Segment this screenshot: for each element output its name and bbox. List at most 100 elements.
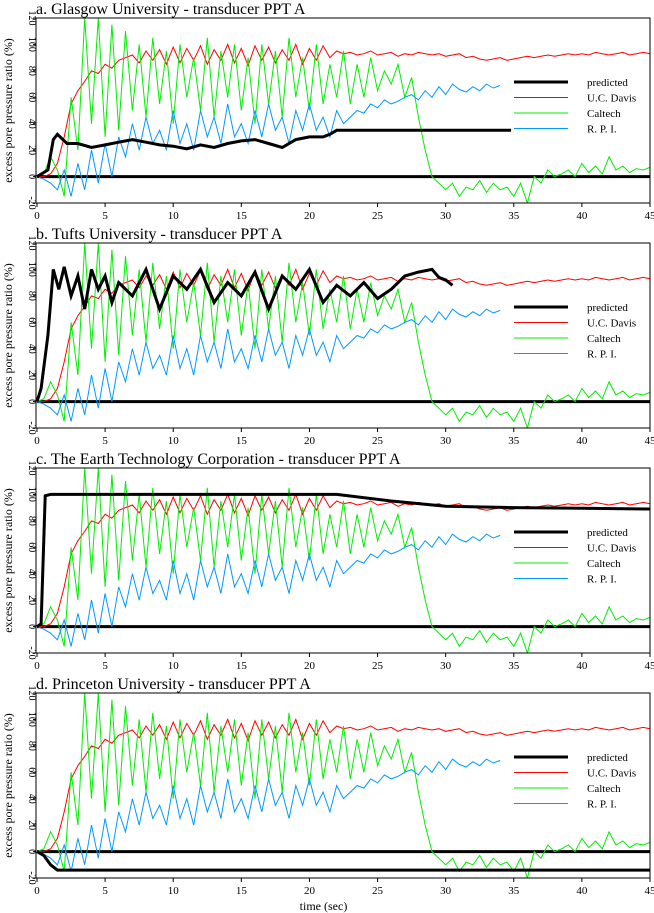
legend: predicted U.C. Davis Caltech R. P. I. xyxy=(514,302,636,361)
x-tick-label: 15 xyxy=(236,660,248,672)
y-tick-label: 80 xyxy=(26,741,37,751)
y-tick-label: 0 xyxy=(26,849,37,854)
x-tick-label: 10 xyxy=(168,885,180,897)
legend-label: Caltech xyxy=(587,783,621,795)
plot-area xyxy=(36,18,651,203)
plot-area xyxy=(36,468,651,653)
y-tick-label: 0 xyxy=(26,174,37,179)
legend: predicted U.C. Davis Caltech R. P. I. xyxy=(514,527,636,586)
x-tick-label: 40 xyxy=(576,885,588,897)
x-tick-label: 40 xyxy=(576,210,588,222)
x-tick-label: 25 xyxy=(372,885,384,897)
legend-label: R. P. I. xyxy=(587,349,617,361)
x-tick-label: 10 xyxy=(168,660,180,672)
y-tick-label: 0 xyxy=(26,399,37,404)
panel-title: b. Tufts University - transducer PPT A xyxy=(36,226,283,243)
y-tick-label: 20 xyxy=(26,145,37,155)
series-caltech xyxy=(36,693,651,878)
y-axis-label: excess pore pressure ratio (%) xyxy=(1,488,15,633)
y-tick-label: -20 xyxy=(26,646,37,659)
legend-label: R. P. I. xyxy=(587,799,617,811)
x-tick-label: 20 xyxy=(304,885,316,897)
series-caltech xyxy=(36,243,651,428)
y-tick-label: 100 xyxy=(26,712,37,727)
panel-b: b. Tufts University - transducer PPT A 0 5… xyxy=(1,226,654,447)
legend-label: U.C. Davis xyxy=(587,93,636,105)
x-tick-label: 0 xyxy=(34,435,40,447)
panel-c: c. The Earth Technology Corporation - tr… xyxy=(1,451,654,672)
series-predicted xyxy=(36,850,650,872)
series-rpi xyxy=(36,83,501,197)
series-rpi xyxy=(36,758,501,872)
plot-frame xyxy=(35,692,651,879)
x-tick-label: 45 xyxy=(645,210,654,222)
legend-label: Caltech xyxy=(587,333,621,345)
series-ucdavis xyxy=(37,718,651,853)
series-ucdavis xyxy=(37,43,651,178)
x-tick-label: 0 xyxy=(34,660,40,672)
x-tick-label: 20 xyxy=(304,210,316,222)
legend-label: predicted xyxy=(587,302,628,314)
x-tick-label: 45 xyxy=(645,435,654,447)
y-tick-label: 60 xyxy=(26,92,37,102)
x-tick-label: 5 xyxy=(102,660,108,672)
plot-area xyxy=(36,243,651,428)
legend-label: U.C. Davis xyxy=(587,318,636,330)
x-tick-label: 25 xyxy=(372,435,384,447)
y-tick-label: 120 xyxy=(26,11,37,26)
legend: predicted U.C. Davis Caltech R. P. I. xyxy=(514,752,636,811)
y-tick-label: -20 xyxy=(26,871,37,884)
x-tick-label: 30 xyxy=(440,210,452,222)
x-tick-label: 15 xyxy=(236,435,248,447)
y-tick-label: -20 xyxy=(26,421,37,434)
y-tick-label: 100 xyxy=(26,37,37,52)
panel-title: c. The Earth Technology Corporation - tr… xyxy=(36,451,401,468)
y-tick-label: 80 xyxy=(26,66,37,76)
x-tick-label: 15 xyxy=(236,210,248,222)
y-tick-label: 100 xyxy=(26,487,37,502)
x-tick-label: 40 xyxy=(576,660,588,672)
y-tick-label: 20 xyxy=(26,595,37,605)
x-tick-label: 45 xyxy=(645,660,654,672)
x-tick-label: 15 xyxy=(236,885,248,897)
x-tick-label: 35 xyxy=(508,660,520,672)
panel-title: d. Princeton University - transducer PPT… xyxy=(36,676,311,693)
series-rpi xyxy=(36,533,501,647)
panel-d: d. Princeton University - transducer PPT… xyxy=(1,676,654,897)
x-tick-label: 5 xyxy=(102,885,108,897)
y-tick-label: 80 xyxy=(26,516,37,526)
legend-label: predicted xyxy=(587,752,628,764)
legend-label: predicted xyxy=(587,77,628,89)
y-tick-label: 40 xyxy=(26,794,37,804)
x-tick-label: 40 xyxy=(576,435,588,447)
x-tick-label: 35 xyxy=(508,210,520,222)
x-tick-label: 45 xyxy=(645,885,654,897)
plot-area xyxy=(36,693,651,878)
legend-label: U.C. Davis xyxy=(587,768,636,780)
x-tick-label: 0 xyxy=(34,210,40,222)
y-tick-label: 20 xyxy=(26,370,37,380)
x-tick-label: 20 xyxy=(304,435,316,447)
legend-label: R. P. I. xyxy=(587,124,617,136)
legend-label: Caltech xyxy=(587,558,621,570)
legend: predicted U.C. Davis Caltech R. P. I. xyxy=(514,77,636,136)
plot-frame xyxy=(35,467,651,654)
legend-label: Caltech xyxy=(587,108,621,120)
x-tick-label: 10 xyxy=(168,435,180,447)
x-tick-label: 25 xyxy=(372,210,384,222)
y-axis-label: excess pore pressure ratio (%) xyxy=(1,263,15,408)
y-tick-label: 40 xyxy=(26,344,37,354)
y-tick-label: 40 xyxy=(26,119,37,129)
series-caltech xyxy=(36,18,651,203)
y-tick-label: 0 xyxy=(26,624,37,629)
x-tick-label: 35 xyxy=(508,885,520,897)
x-tick-label: 25 xyxy=(372,660,384,672)
series-ucdavis xyxy=(37,493,651,628)
series-predicted xyxy=(36,492,651,628)
x-tick-label: 35 xyxy=(508,435,520,447)
x-tick-label: 0 xyxy=(34,885,40,897)
x-tick-label: 20 xyxy=(304,660,316,672)
x-tick-label: 30 xyxy=(440,885,452,897)
